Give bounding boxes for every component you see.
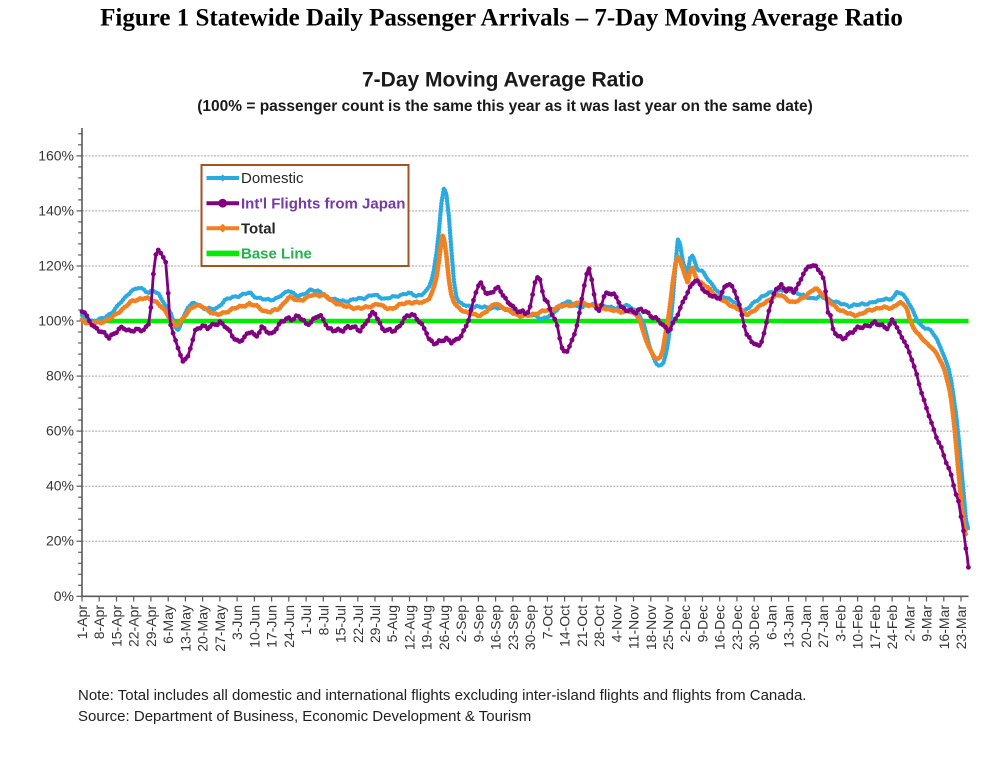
svg-text:60%: 60% [46,423,74,439]
svg-text:21-Oct: 21-Oct [574,605,590,647]
svg-text:24-Jun: 24-Jun [281,605,297,648]
svg-text:23-Sep: 23-Sep [505,605,521,650]
svg-text:20-Jan: 20-Jan [798,605,814,648]
svg-text:25-Nov: 25-Nov [660,605,676,650]
svg-text:Figure 1 Statewide Daily Passe: Figure 1 Statewide Daily Passenger Arriv… [100,5,903,32]
svg-text:30-Sep: 30-Sep [522,605,538,650]
svg-text:23-Mar: 23-Mar [953,605,969,650]
svg-text:18-Nov: 18-Nov [643,605,659,650]
svg-text:16-Mar: 16-Mar [936,605,952,650]
svg-text:15-Jul: 15-Jul [333,605,349,643]
svg-text:20-May: 20-May [195,605,211,652]
svg-text:Int'l Flights from Japan: Int'l Flights from Japan [241,195,405,212]
svg-text:(100% = passenger count is th: (100% = passenger count is the same this… [197,98,813,115]
svg-text:Note: Total includes all domes: Note: Total includes all domestic and in… [78,687,806,704]
svg-text:8-Jul: 8-Jul [315,605,331,635]
svg-text:17-Jun: 17-Jun [264,605,280,648]
svg-text:24-Feb: 24-Feb [884,605,900,650]
svg-text:12-Aug: 12-Aug [402,605,418,650]
svg-text:3-Feb: 3-Feb [832,605,848,642]
svg-text:7-Day Moving Average Ratio: 7-Day Moving Average Ratio [362,69,644,92]
svg-text:10-Feb: 10-Feb [850,605,866,650]
svg-text:8-Apr: 8-Apr [91,605,107,640]
svg-text:23-Dec: 23-Dec [729,605,745,650]
svg-text:16-Sep: 16-Sep [488,605,504,650]
svg-text:6-Jan: 6-Jan [763,605,779,640]
svg-text:7-Oct: 7-Oct [539,605,555,639]
svg-text:140%: 140% [38,202,74,218]
svg-text:120%: 120% [38,258,74,274]
svg-text:5-Aug: 5-Aug [384,605,400,642]
svg-text:14-Oct: 14-Oct [557,605,573,647]
svg-text:1-Jul: 1-Jul [298,605,314,635]
svg-text:27-May: 27-May [212,605,228,652]
svg-text:Domestic: Domestic [241,170,304,187]
svg-text:6-May: 6-May [160,605,176,644]
svg-text:9-Sep: 9-Sep [470,605,486,643]
svg-text:11-Nov: 11-Nov [626,605,642,649]
svg-text:13-Jan: 13-Jan [781,605,797,648]
svg-text:15-Apr: 15-Apr [109,605,125,647]
svg-text:9-Dec: 9-Dec [695,605,711,642]
svg-text:29-Jul: 29-Jul [367,605,383,643]
svg-text:22-Apr: 22-Apr [126,605,142,647]
svg-text:2-Dec: 2-Dec [677,605,693,642]
svg-text:29-Apr: 29-Apr [143,605,159,647]
svg-text:26-Aug: 26-Aug [436,605,452,650]
svg-text:27-Jan: 27-Jan [815,605,831,648]
svg-text:100%: 100% [38,313,74,329]
svg-text:2-Sep: 2-Sep [453,605,469,643]
svg-text:28-Oct: 28-Oct [591,605,607,647]
svg-text:80%: 80% [46,368,74,384]
svg-text:1-Apr: 1-Apr [74,605,90,640]
svg-text:16-Dec: 16-Dec [712,605,728,650]
svg-text:Base Line: Base Line [241,246,312,263]
svg-text:20%: 20% [46,533,74,549]
svg-text:13-May: 13-May [177,605,193,652]
svg-text:19-Aug: 19-Aug [419,605,435,650]
svg-text:2-Mar: 2-Mar [901,605,917,642]
svg-text:3-Jun: 3-Jun [229,605,245,640]
svg-text:40%: 40% [46,478,74,494]
svg-text:Total: Total [241,220,276,237]
svg-text:22-Jul: 22-Jul [350,605,366,643]
svg-text:30-Dec: 30-Dec [746,605,762,650]
svg-text:9-Mar: 9-Mar [919,605,935,642]
svg-text:Source: Department of Business: Source: Department of Business, Economic… [78,708,531,725]
svg-text:160%: 160% [38,147,74,163]
svg-text:17-Feb: 17-Feb [867,605,883,650]
svg-text:0%: 0% [54,588,74,604]
svg-text:10-Jun: 10-Jun [246,605,262,648]
svg-text:4-Nov: 4-Nov [608,605,624,642]
